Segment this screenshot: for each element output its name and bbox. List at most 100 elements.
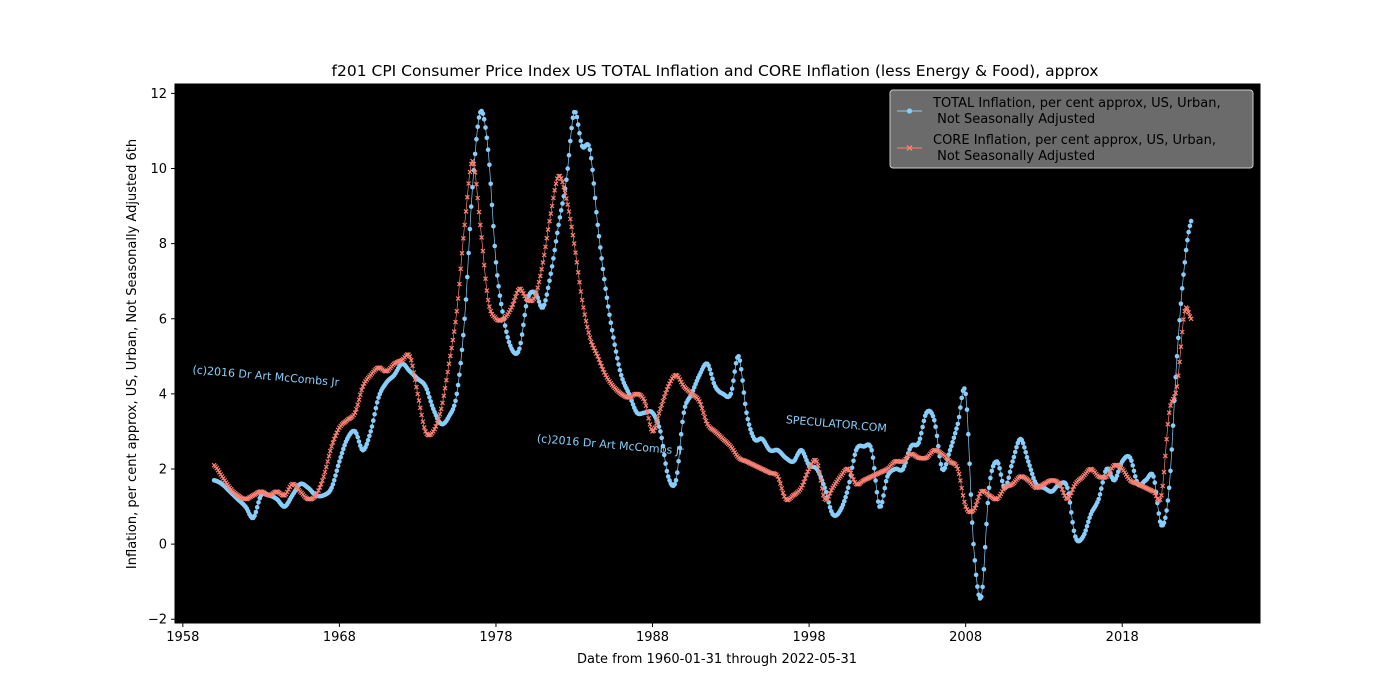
data-point [573, 250, 578, 256]
data-point [514, 290, 520, 296]
data-point [802, 475, 808, 481]
data-point [338, 455, 344, 460]
data-point [480, 248, 486, 254]
data-point [980, 488, 986, 494]
data-point [1166, 485, 1172, 491]
data-point [517, 346, 522, 352]
data-point [253, 509, 259, 515]
data-point [588, 156, 594, 161]
data-point [827, 505, 833, 510]
legend-marker-total [906, 108, 913, 114]
data-point [817, 470, 822, 475]
data-point [450, 407, 456, 412]
data-point [700, 410, 706, 416]
y-axis-label: Inflation, per cent approx, US, Urban, N… [125, 139, 140, 569]
data-point [960, 492, 966, 498]
data-point [1061, 490, 1066, 496]
data-point [575, 122, 581, 127]
data-point [563, 196, 569, 202]
data-point [952, 430, 958, 436]
data-point [656, 410, 662, 416]
data-point [702, 414, 708, 420]
data-point [605, 304, 611, 309]
data-point [1011, 454, 1017, 460]
data-point [497, 293, 503, 299]
data-point [1116, 469, 1121, 475]
data-point [472, 151, 478, 157]
data-point [968, 492, 974, 497]
data-point [453, 319, 458, 325]
data-point [1157, 519, 1163, 524]
data-point [562, 190, 568, 196]
data-point [1019, 473, 1025, 479]
data-point [591, 345, 597, 351]
data-point [1070, 520, 1075, 525]
data-point [560, 201, 565, 206]
y-tick-label: 8 [159, 237, 167, 252]
data-point [506, 309, 512, 315]
data-point [495, 273, 500, 278]
data-point [1086, 519, 1091, 525]
data-point [1034, 485, 1040, 491]
data-point [466, 181, 472, 186]
data-point [587, 335, 593, 340]
data-point [658, 429, 663, 434]
data-point [840, 502, 846, 508]
data-point [1096, 496, 1101, 502]
data-point [483, 125, 488, 130]
data-point [372, 412, 377, 417]
data-point [334, 430, 340, 436]
data-point [429, 403, 435, 408]
data-point [811, 457, 817, 463]
data-point [556, 222, 561, 228]
data-point [367, 433, 372, 439]
data-point [958, 405, 963, 410]
data-point [699, 405, 705, 411]
data-point [433, 423, 439, 429]
data-point [815, 463, 821, 469]
data-point [1007, 469, 1013, 475]
data-point [504, 329, 509, 335]
data-point [998, 472, 1004, 477]
legend-box [889, 89, 1254, 169]
data-point [468, 204, 474, 209]
data-point [360, 383, 366, 389]
data-point [476, 115, 482, 120]
data-point [643, 403, 649, 409]
data-point [1006, 475, 1011, 481]
data-point [561, 184, 567, 190]
data-point [339, 450, 345, 456]
data-point [775, 474, 781, 479]
data-point [1163, 515, 1168, 521]
data-point [573, 110, 578, 115]
data-point [600, 266, 606, 272]
data-point [578, 138, 584, 144]
data-point [1082, 531, 1087, 537]
data-point [881, 493, 886, 498]
data-point [445, 369, 451, 375]
data-point [488, 181, 494, 187]
data-point [413, 384, 419, 390]
data-point [477, 222, 483, 228]
data-point [873, 478, 878, 483]
data-point [411, 370, 417, 375]
data-point [989, 468, 995, 474]
data-point [598, 245, 603, 250]
data-point [660, 443, 666, 449]
data-point [617, 367, 623, 373]
x-tick-label: 1988 [636, 630, 669, 645]
y-tick-label: −2 [148, 613, 167, 628]
data-point [660, 398, 666, 404]
data-point [462, 316, 467, 322]
data-point [967, 461, 972, 467]
data-point [966, 431, 971, 437]
data-point [842, 498, 847, 504]
data-point [583, 318, 589, 324]
data-point [407, 353, 413, 359]
data-point [330, 440, 336, 446]
data-point [1183, 247, 1189, 253]
data-point [1067, 500, 1073, 505]
data-point [545, 285, 551, 291]
data-point [325, 459, 331, 464]
data-point [458, 360, 464, 366]
